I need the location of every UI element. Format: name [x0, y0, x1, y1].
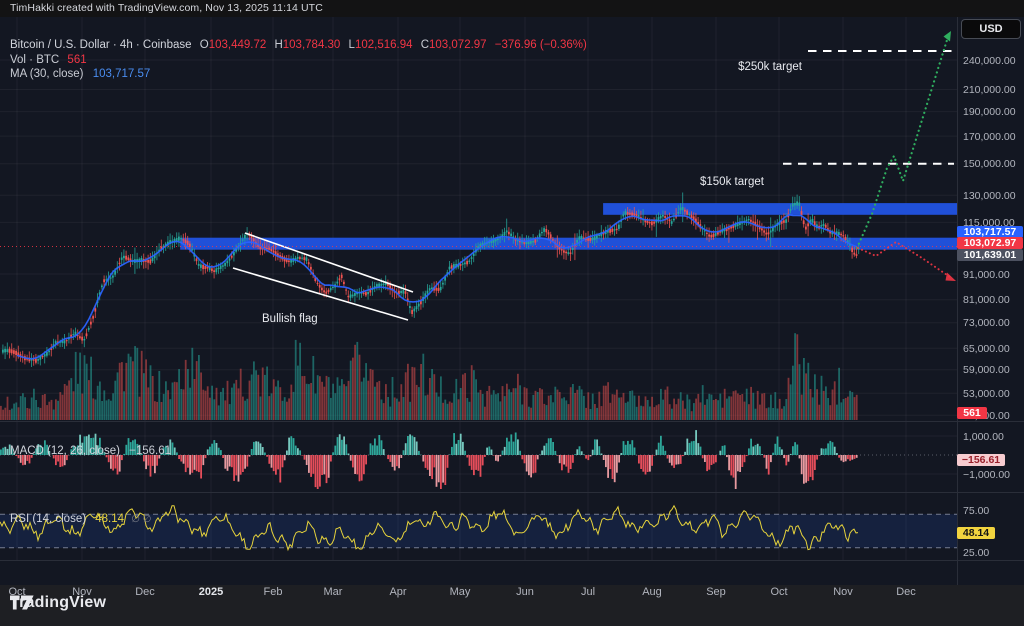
- macd-axis-label: 1,000.00: [963, 430, 1004, 443]
- price-badge: 48.14: [957, 527, 995, 539]
- close-value: 103,072.97: [429, 39, 487, 51]
- high-value: 103,784.30: [282, 39, 341, 51]
- macd-axis-label: −1,000.00: [963, 468, 1011, 481]
- time-axis-label: 2025: [198, 586, 224, 598]
- tradingview-logo-icon: [10, 595, 34, 610]
- footer-bar: TradingView: [0, 585, 1024, 626]
- low-label: L: [348, 39, 355, 51]
- price-axis-label: 59,000.00: [963, 364, 1010, 377]
- time-axis-label: Mar: [323, 586, 343, 598]
- ma-label: MA (30, close): [10, 68, 84, 80]
- rsi-legend-row[interactable]: RSI (14, close) 48.14 ∅ ∅: [10, 513, 151, 525]
- close-label: C: [420, 39, 430, 51]
- price-axis-label: 150,000.00: [963, 158, 1016, 171]
- time-axis-label: Sep: [706, 586, 726, 598]
- price-axis-label: 53,000.00: [963, 387, 1010, 400]
- price-axis-label: 73,000.00: [963, 317, 1010, 330]
- time-axis-label: Oct: [8, 586, 26, 598]
- time-axis-label: Nov: [72, 586, 92, 598]
- bullish-flag-label[interactable]: Bullish flag: [262, 313, 318, 325]
- chart-svg[interactable]: [0, 17, 1024, 585]
- price-axis-label: 130,000.00: [963, 189, 1016, 202]
- price-axis-label: 190,000.00: [963, 106, 1016, 119]
- time-axis-label: May: [449, 586, 471, 598]
- price-axis-label: 240,000.00: [963, 54, 1016, 67]
- ma-value: 103,717.57: [92, 68, 151, 80]
- attribution-bar: TimHakki created with TradingView.com, N…: [0, 0, 1024, 18]
- target-150k-label[interactable]: $150k target: [700, 176, 764, 188]
- price-badge: 101,639.01: [957, 248, 1023, 261]
- symbol-title: Bitcoin / U.S. Dollar · 4h · Coinbase: [10, 39, 192, 51]
- chart-canvas[interactable]: Bitcoin / U.S. Dollar · 4h · Coinbase O1…: [0, 17, 1024, 585]
- rsi-axis-label: 25.00: [963, 547, 990, 559]
- change-value: −376.96 (−0.36%): [494, 39, 587, 51]
- time-axis-label: Oct: [770, 586, 788, 598]
- price-axis[interactable]: 240,000.00 210,000.00 190,000.00 170,000.00…: [957, 17, 1024, 585]
- tradingview-logo[interactable]: TradingView: [10, 594, 106, 612]
- time-axis-label: Aug: [642, 586, 662, 598]
- time-axis-label: Nov: [833, 586, 853, 598]
- volume-legend-row[interactable]: Vol · BTC 561: [10, 54, 87, 66]
- price-badge: 103,072.97: [957, 237, 1023, 249]
- attribution-text: TimHakki created with TradingView.com, N…: [10, 2, 323, 14]
- high-label: H: [274, 39, 283, 51]
- macd-value: −156.61: [129, 445, 172, 457]
- price-badge: 103,717.57: [957, 225, 1023, 238]
- rsi-hidden-plots-icon: ∅ ∅: [131, 514, 152, 525]
- open-label: O: [199, 39, 209, 51]
- rsi-axis-label: 75.00: [963, 504, 990, 517]
- price-axis-label: 81,000.00: [963, 294, 1010, 307]
- macd-legend-row[interactable]: MACD (12, 26, close) −156.61: [10, 445, 171, 457]
- rsi-value: 48.14: [95, 513, 125, 525]
- price-axis-label: 91,000.00: [963, 268, 1010, 281]
- time-axis-label: Jul: [580, 586, 596, 598]
- price-badge: 561: [957, 407, 987, 419]
- price-axis-label: 170,000.00: [963, 130, 1016, 143]
- time-axis-label: Apr: [389, 586, 407, 598]
- price-badge: −156.61: [957, 453, 1005, 466]
- low-value: 102,516.94: [354, 39, 413, 51]
- price-axis-label: 210,000.00: [963, 83, 1016, 96]
- volume-label: Vol · BTC: [10, 54, 60, 66]
- time-axis-label: Jun: [516, 586, 534, 598]
- macd-label: MACD (12, 26, close): [10, 445, 120, 457]
- rsi-label: RSI (14, close): [10, 513, 87, 525]
- ma-legend-row[interactable]: MA (30, close) 103,717.57: [10, 68, 150, 80]
- volume-value: 561: [67, 54, 87, 66]
- open-value: 103,449.72: [208, 39, 267, 51]
- currency-toggle-button[interactable]: USD: [961, 19, 1021, 39]
- price-axis-label: 65,000.00: [963, 342, 1010, 355]
- tradingview-logo-text: TradingView: [10, 594, 107, 611]
- time-axis[interactable]: Oct Nov Dec 2025 Feb Mar Apr May Jun Jul Aug Sep Oct…: [0, 577, 957, 602]
- time-axis-label: Feb: [263, 586, 283, 598]
- symbol-legend-row[interactable]: Bitcoin / U.S. Dollar · 4h · Coinbase O1…: [10, 39, 587, 51]
- time-axis-label: Dec: [135, 586, 155, 598]
- time-axis-label: Dec: [896, 586, 916, 598]
- target-250k-label[interactable]: $250k target: [738, 61, 802, 73]
